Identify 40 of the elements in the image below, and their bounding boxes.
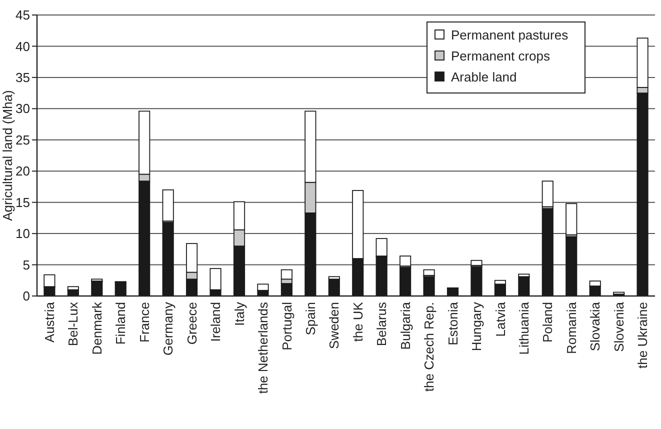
x-tick-label: Hungary [469,302,484,352]
x-tick-label: Latvia [492,301,508,337]
x-tick-label: Austria [42,301,58,342]
legend-label: Permanent pastures [451,28,569,43]
y-tick-label: 40 [16,38,30,54]
x-tick-label: Italy [232,302,247,326]
x-tick-label: Romania [564,301,579,354]
x-tick-label: France [136,302,152,342]
y-tick-label: 45 [16,8,30,23]
x-tick-label: Poland [540,302,556,342]
x-tick-label: Sweden [326,302,342,349]
x-tick-label: the Czech Rep. [422,302,437,392]
x-tick-label: Bel-Lux [66,302,81,346]
x-tick-label: Slovenia [611,301,626,352]
x-tick-label: Spain [302,302,318,336]
legend-label: Arable land [451,70,517,85]
x-tick-label: Belarus [374,302,390,346]
x-tick-label: Lithuania [516,301,532,355]
y-tick-label: 0 [22,288,30,304]
x-tick-label: the Ukraine [635,302,650,368]
legend-label: Permanent crops [451,48,550,64]
x-tick-label: Greece [184,302,200,345]
y-tick-label: 15 [16,194,30,210]
x-tick-label: Slovakia [588,301,603,352]
x-tick-label: the UK [350,302,366,342]
y-tick-label: 35 [16,70,30,85]
x-tick-label: Germany [160,302,176,356]
y-tick-label: 5 [22,257,30,272]
x-tick-label: Bulgaria [398,301,413,350]
x-tick-label: Denmark [89,302,104,355]
x-tick-label: the Netherlands [256,302,271,394]
y-tick-label: 25 [16,132,30,148]
y-tick-label: 10 [16,226,30,242]
x-tick-label: Ireland [208,302,224,342]
x-tick-label: Finland [113,302,128,345]
y-axis-title: Agricultural land (Mha) [0,90,15,221]
x-tick-label: Portugal [279,302,294,350]
x-tick-label: Estonia [445,301,460,346]
y-tick-label: 20 [16,164,30,179]
y-tick-label: 30 [16,101,30,116]
